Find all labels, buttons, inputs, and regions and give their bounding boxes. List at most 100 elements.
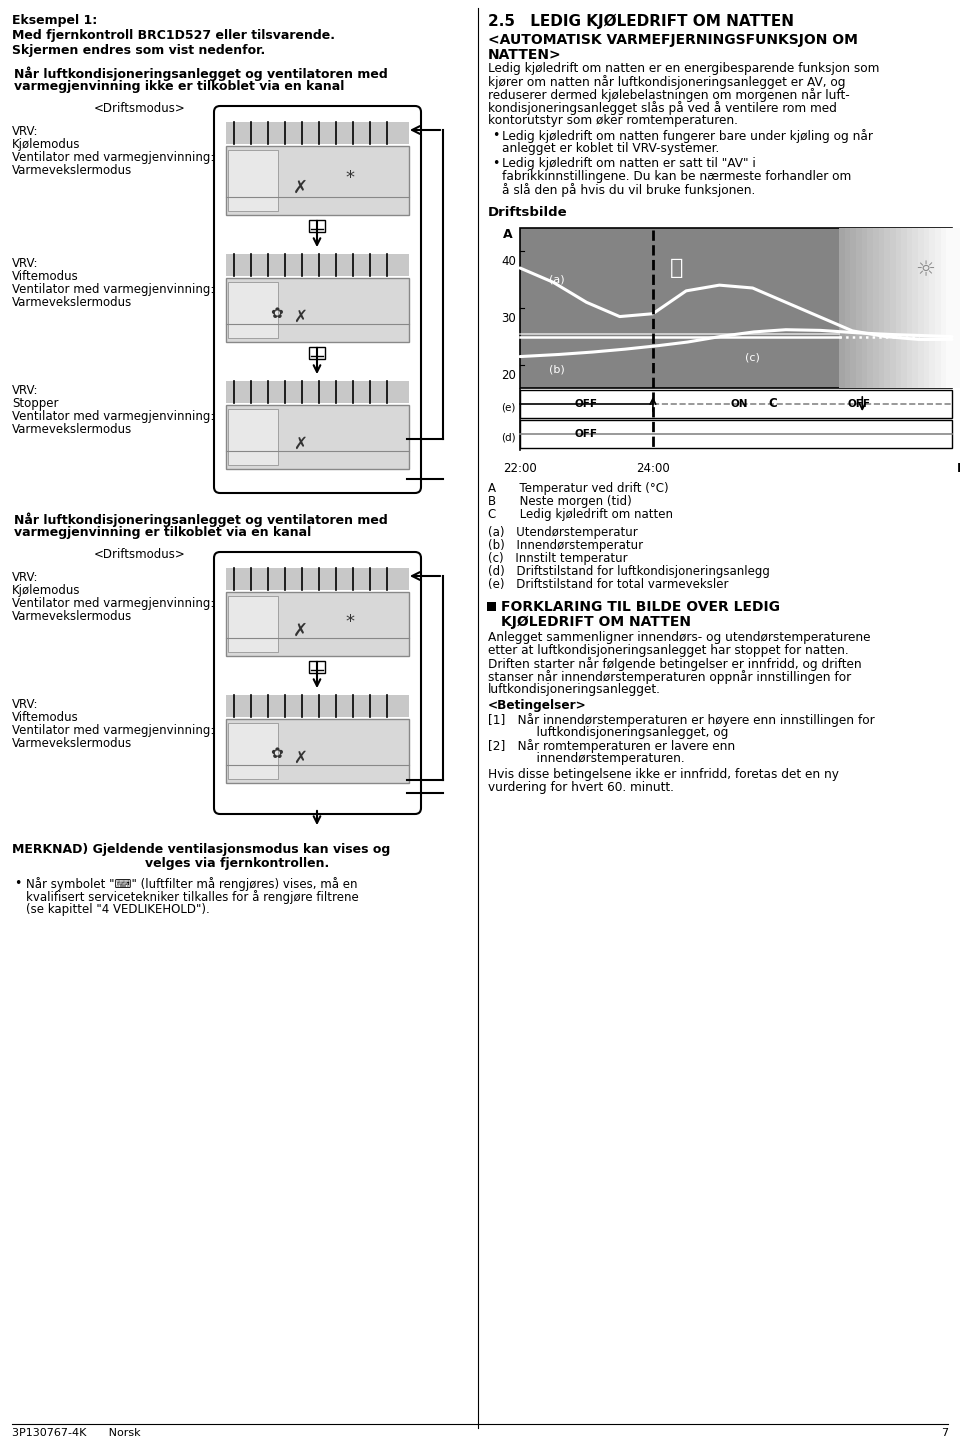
- Text: varmegjenvinning ikke er tilkoblet via en kanal: varmegjenvinning ikke er tilkoblet via e…: [14, 80, 345, 93]
- Text: ✗: ✗: [293, 750, 307, 767]
- Bar: [929, 228, 960, 388]
- Text: (c): (c): [745, 352, 760, 362]
- Text: VRV:: VRV:: [12, 698, 38, 711]
- Text: MERKNAD) Gjeldende ventilasjonsmodus kan vises og: MERKNAD) Gjeldende ventilasjonsmodus kan…: [12, 843, 391, 856]
- Text: Viftemodus: Viftemodus: [12, 270, 79, 283]
- Text: ON: ON: [731, 399, 748, 409]
- Bar: [896, 228, 960, 388]
- Text: Kjølemodus: Kjølemodus: [12, 138, 81, 151]
- Text: Varmevekslermodus: Varmevekslermodus: [12, 296, 132, 309]
- Bar: [226, 122, 409, 144]
- Bar: [851, 228, 960, 388]
- Bar: [947, 228, 960, 388]
- Text: C: C: [768, 396, 777, 411]
- Bar: [226, 381, 409, 404]
- Text: kjører om natten når luftkondisjoneringsanlegget er AV, og: kjører om natten når luftkondisjonerings…: [488, 75, 846, 89]
- Text: 30: 30: [501, 312, 516, 325]
- Text: 7: 7: [941, 1427, 948, 1436]
- Text: Driften starter når følgende betingelser er innfridd, og driften: Driften starter når følgende betingelser…: [488, 658, 862, 671]
- Bar: [226, 719, 409, 783]
- Bar: [845, 228, 958, 388]
- Bar: [228, 149, 278, 211]
- Text: Ledig kjøledrift om natten er satt til "AV" i: Ledig kjøledrift om natten er satt til "…: [502, 157, 756, 169]
- Text: OFF: OFF: [575, 399, 598, 409]
- Bar: [873, 228, 960, 388]
- Text: (a) Utendørstemperatur: (a) Utendørstemperatur: [488, 526, 637, 538]
- Bar: [226, 592, 409, 656]
- Text: fabrikkinnstillingene. Du kan be nærmeste forhandler om: fabrikkinnstillingene. Du kan be nærmest…: [502, 169, 852, 182]
- Text: Driftsbilde: Driftsbilde: [488, 205, 567, 220]
- Bar: [918, 228, 960, 388]
- Text: 🌙: 🌙: [669, 257, 683, 277]
- Text: vurdering for hvert 60. minutt.: vurdering for hvert 60. minutt.: [488, 781, 674, 794]
- Bar: [912, 228, 960, 388]
- Bar: [839, 228, 952, 388]
- Bar: [228, 409, 278, 465]
- Text: 24:00: 24:00: [636, 462, 670, 475]
- Text: luftkondisjoneringsanlegget, og: luftkondisjoneringsanlegget, og: [488, 727, 729, 740]
- Bar: [862, 228, 960, 388]
- Text: (c) Innstilt temperatur: (c) Innstilt temperatur: [488, 551, 628, 564]
- Text: innendørstemperaturen.: innendørstemperaturen.: [488, 752, 684, 765]
- Text: •: •: [492, 129, 499, 142]
- Text: Viftemodus: Viftemodus: [12, 711, 79, 724]
- Text: ✿: ✿: [271, 306, 283, 320]
- Text: kondisjoneringsanlegget slås på ved å ventilere rom med: kondisjoneringsanlegget slås på ved å ve…: [488, 101, 837, 115]
- Text: Ventilator med varmegjenvinning:: Ventilator med varmegjenvinning:: [12, 283, 214, 296]
- Text: Ledig kjøledrift om natten er en energibesparende funksjon som: Ledig kjøledrift om natten er en energib…: [488, 62, 879, 75]
- Text: Stopper: Stopper: [12, 396, 59, 411]
- Text: (e) Driftstilstand for total varmeveksler: (e) Driftstilstand for total varmeveksle…: [488, 579, 729, 592]
- Text: (b) Innendørstemperatur: (b) Innendørstemperatur: [488, 538, 643, 551]
- Text: <Driftsmodus>: <Driftsmodus>: [94, 102, 186, 115]
- Text: luftkondisjoneringsanlegget.: luftkondisjoneringsanlegget.: [488, 684, 660, 696]
- Bar: [226, 279, 409, 342]
- Text: ✗: ✗: [293, 178, 307, 197]
- Text: Når symbolet "⌨" (luftfilter må rengjøres) vises, må en: Når symbolet "⌨" (luftfilter må rengjøre…: [26, 877, 357, 890]
- Bar: [487, 602, 496, 610]
- Text: *: *: [346, 169, 354, 188]
- Text: Ventilator med varmegjenvinning:: Ventilator med varmegjenvinning:: [12, 724, 214, 737]
- Text: ☼: ☼: [916, 260, 935, 280]
- Text: Varmevekslermodus: Varmevekslermodus: [12, 610, 132, 623]
- Text: Ledig kjøledrift om natten fungerer bare under kjøling og når: Ledig kjøledrift om natten fungerer bare…: [502, 129, 873, 144]
- Text: Ventilator med varmegjenvinning:: Ventilator med varmegjenvinning:: [12, 411, 214, 424]
- Bar: [941, 228, 960, 388]
- Bar: [226, 695, 409, 717]
- Text: Anlegget sammenligner innendørs- og utendørstemperaturene: Anlegget sammenligner innendørs- og uten…: [488, 630, 871, 643]
- Text: OFF: OFF: [575, 429, 598, 439]
- Text: <AUTOMATISK VARMEFJERNINGSFUNKSJON OM: <AUTOMATISK VARMEFJERNINGSFUNKSJON OM: [488, 33, 858, 47]
- Text: Kjølemodus: Kjølemodus: [12, 584, 81, 597]
- Text: 3P130767-4K  Norsk: 3P130767-4K Norsk: [12, 1427, 140, 1436]
- Text: kontorutstyr som øker romtemperaturen.: kontorutstyr som øker romtemperaturen.: [488, 113, 738, 126]
- Text: 20: 20: [501, 369, 516, 382]
- Text: (d): (d): [501, 434, 516, 442]
- Bar: [520, 391, 952, 418]
- Text: [2] Når romtemperaturen er lavere enn: [2] Når romtemperaturen er lavere enn: [488, 740, 735, 752]
- Bar: [228, 596, 278, 652]
- Text: anlegget er koblet til VRV-systemer.: anlegget er koblet til VRV-systemer.: [502, 142, 719, 155]
- Text: Eksempel 1:: Eksempel 1:: [12, 14, 97, 27]
- Bar: [309, 220, 325, 233]
- Text: (se kapittel "4 VEDLIKEHOLD").: (se kapittel "4 VEDLIKEHOLD").: [26, 903, 209, 916]
- Bar: [226, 405, 409, 470]
- Text: B: B: [957, 462, 960, 475]
- Bar: [884, 228, 960, 388]
- Text: Ventilator med varmegjenvinning:: Ventilator med varmegjenvinning:: [12, 597, 214, 610]
- Text: •: •: [14, 877, 21, 890]
- Text: ✗: ✗: [293, 435, 307, 452]
- Text: A: A: [503, 228, 513, 241]
- FancyBboxPatch shape: [214, 551, 421, 814]
- Text: (b): (b): [549, 365, 564, 375]
- Text: FORKLARING TIL BILDE OVER LEDIG: FORKLARING TIL BILDE OVER LEDIG: [501, 600, 780, 615]
- Bar: [856, 228, 960, 388]
- Bar: [226, 254, 409, 276]
- Text: Varmevekslermodus: Varmevekslermodus: [12, 737, 132, 750]
- Text: å slå den på hvis du vil bruke funksjonen.: å slå den på hvis du vil bruke funksjone…: [502, 182, 756, 197]
- Text: Ventilator med varmegjenvinning:: Ventilator med varmegjenvinning:: [12, 151, 214, 164]
- Bar: [228, 281, 278, 337]
- Text: VRV:: VRV:: [12, 572, 38, 584]
- Text: VRV:: VRV:: [12, 257, 38, 270]
- Text: [1] Når innendørstemperaturen er høyere enn innstillingen for: [1] Når innendørstemperaturen er høyere …: [488, 714, 875, 727]
- Text: B  Neste morgen (tid): B Neste morgen (tid): [488, 495, 632, 508]
- Bar: [309, 661, 325, 673]
